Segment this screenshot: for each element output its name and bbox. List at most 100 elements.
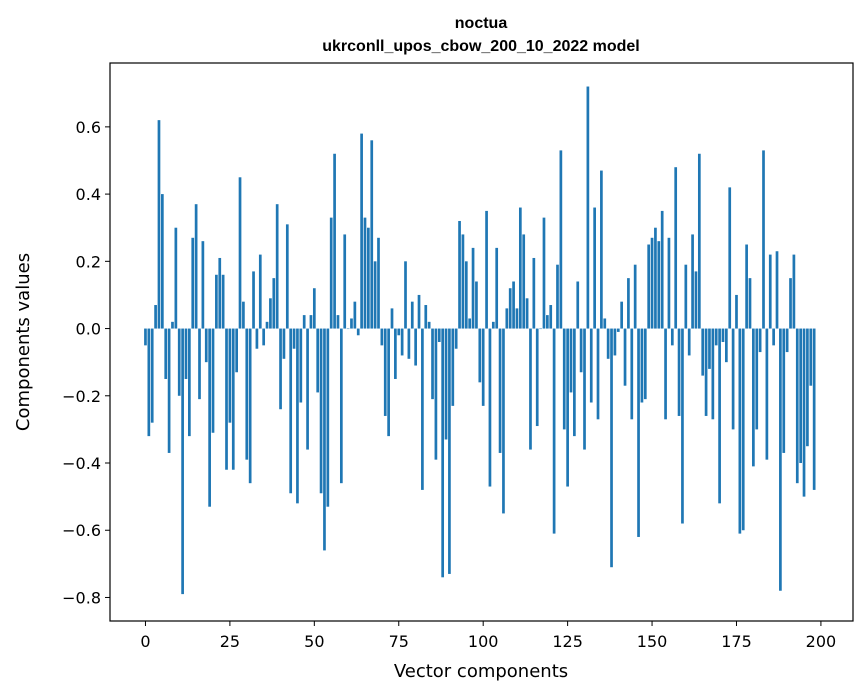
bar — [228, 328, 232, 423]
bar — [481, 328, 485, 406]
bar — [579, 328, 583, 373]
bar — [603, 318, 607, 329]
y-tick-label: −0.4 — [62, 454, 101, 473]
bar — [620, 301, 624, 329]
bar — [221, 274, 225, 329]
bar — [370, 140, 374, 329]
bar — [573, 328, 576, 437]
x-tick-label: 50 — [304, 632, 324, 651]
y-tick-label: 0.0 — [76, 320, 101, 339]
bar — [738, 328, 742, 534]
bar — [508, 288, 512, 329]
bar — [218, 257, 222, 329]
bar — [525, 298, 529, 329]
bar — [694, 271, 698, 329]
bar — [282, 328, 286, 359]
bar — [323, 328, 326, 551]
y-tick-label: 0.6 — [76, 118, 101, 137]
bar — [242, 301, 245, 329]
bar — [718, 328, 721, 504]
bar — [539, 328, 542, 330]
bar — [731, 328, 735, 430]
bar — [171, 321, 174, 329]
bar — [806, 328, 809, 447]
bar — [454, 328, 458, 349]
bar — [704, 328, 708, 416]
bar — [231, 328, 235, 470]
bar — [650, 237, 654, 329]
x-tick-label: 75 — [389, 632, 409, 651]
bar — [623, 328, 627, 386]
bar — [417, 294, 421, 329]
bar — [448, 328, 451, 574]
bar — [235, 328, 238, 373]
bar — [647, 244, 651, 329]
bar — [272, 278, 276, 329]
bar — [414, 328, 417, 366]
bar — [302, 315, 306, 329]
y-tick-label: −0.6 — [62, 521, 101, 540]
bar — [633, 264, 637, 329]
bar — [390, 308, 394, 329]
bar — [360, 133, 363, 329]
x-tick-label: 200 — [806, 632, 837, 651]
bar — [515, 308, 519, 329]
bar — [596, 328, 600, 420]
y-axis-ticks: −0.8 −0.6 −0.4 −0.2 0.0 0.2 0.4 0.6 — [62, 118, 110, 607]
bar — [654, 227, 657, 329]
bar — [785, 328, 789, 353]
bar — [674, 167, 678, 329]
bar — [397, 328, 401, 336]
bar — [471, 247, 475, 329]
bar — [387, 328, 390, 437]
y-tick-label: −0.2 — [62, 387, 101, 406]
bar — [640, 328, 644, 403]
bar — [339, 328, 343, 484]
x-axis-label: Vector components — [394, 661, 568, 682]
bar — [488, 328, 492, 487]
x-tick-label: 25 — [220, 632, 240, 651]
bar — [177, 328, 181, 396]
bar — [316, 328, 320, 393]
bar — [782, 328, 786, 453]
bar — [238, 177, 242, 329]
bar — [458, 220, 461, 329]
bar — [721, 328, 725, 342]
bar — [451, 328, 455, 406]
bar — [319, 328, 323, 494]
bar — [181, 328, 184, 595]
bar — [248, 328, 252, 484]
bar — [491, 321, 495, 329]
bar — [160, 194, 164, 329]
bar — [562, 328, 566, 430]
bar — [475, 281, 478, 329]
bar — [758, 328, 762, 353]
bar — [464, 261, 468, 329]
bar — [285, 224, 289, 329]
bar — [424, 305, 428, 329]
bar — [421, 328, 424, 490]
bar — [164, 328, 168, 379]
bar — [154, 305, 157, 329]
bar — [326, 328, 330, 507]
bar — [461, 234, 465, 329]
bar — [407, 328, 411, 359]
bar — [569, 328, 573, 393]
bar — [306, 328, 309, 450]
bar — [400, 328, 404, 356]
bar — [741, 328, 745, 531]
x-tick-label: 150 — [637, 632, 668, 651]
bar — [586, 86, 590, 329]
bar — [343, 234, 347, 329]
bar — [802, 328, 806, 497]
bar — [478, 328, 482, 383]
bar — [410, 301, 414, 329]
bar — [211, 328, 215, 433]
bar — [637, 328, 640, 537]
bar — [552, 328, 556, 534]
bar — [529, 328, 532, 450]
bar — [522, 234, 526, 329]
bar — [745, 244, 748, 329]
bar — [812, 328, 816, 490]
bar — [265, 321, 269, 329]
